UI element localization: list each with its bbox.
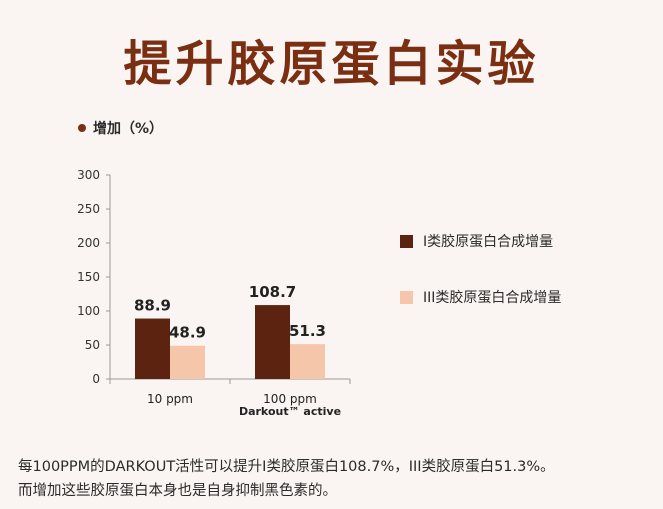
- page-title: 提升胶原蛋白实验: [123, 36, 540, 92]
- bar: [170, 345, 205, 379]
- x-tick-sublabel: Darkout™ active: [239, 405, 341, 418]
- caption-line-2: 而增加这些胶原蛋白本身也是自身抑制黑色素的。: [18, 483, 337, 499]
- bar: [255, 305, 290, 379]
- data-label: 88.9: [134, 297, 171, 315]
- y-tick-label: 50: [85, 338, 100, 352]
- x-tick-label: 100 ppm: [263, 392, 317, 406]
- caption-line-1: 每100PPM的DARKOUT活性可以提升I类胶原蛋白108.7%，III类胶原…: [18, 459, 555, 475]
- y-axis-label-text: 增加（%）: [93, 121, 164, 137]
- bullet-icon: [78, 124, 86, 132]
- data-label: 108.7: [249, 283, 296, 301]
- data-label: 51.3: [289, 322, 326, 340]
- y-tick-label: 250: [77, 202, 100, 216]
- y-tick-label: 150: [77, 270, 100, 284]
- y-tick-label: 300: [77, 168, 100, 182]
- bar: [290, 344, 325, 379]
- y-tick-label: 200: [77, 236, 100, 250]
- legend-item-series-1: I类胶原蛋白合成增量: [400, 230, 561, 252]
- y-tick-label: 0: [92, 372, 100, 386]
- legend-item-series-2: III类胶原蛋白合成增量: [400, 286, 561, 308]
- bar-chart: 0 50 100 150 200 250 300 88.9 48.9 10 ppm 108.7 51.…: [77, 168, 351, 418]
- chart-legend: I类胶原蛋白合成增量 III类胶原蛋白合成增量: [400, 230, 561, 308]
- y-tick-label: 100: [77, 304, 100, 318]
- data-label: 48.9: [169, 324, 206, 342]
- legend-label-series-2: III类胶原蛋白合成增量: [423, 290, 562, 306]
- legend-swatch-series-2: [400, 290, 413, 304]
- y-axis-label: 增加（%）: [78, 118, 163, 138]
- legend-label-series-1: I类胶原蛋白合成增量: [423, 234, 554, 250]
- bar: [135, 318, 170, 379]
- legend-swatch-series-1: [400, 234, 413, 248]
- x-tick-label: 10 ppm: [147, 392, 193, 406]
- caption: 每100PPM的DARKOUT活性可以提升I类胶原蛋白108.7%，III类胶原…: [18, 455, 658, 503]
